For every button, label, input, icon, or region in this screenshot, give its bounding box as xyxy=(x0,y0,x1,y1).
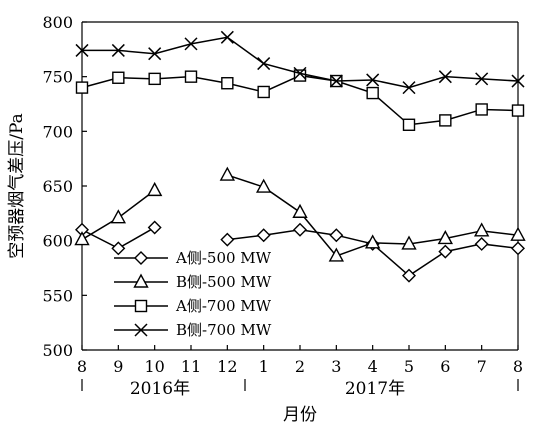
legend-item: B侧-500 MW xyxy=(114,273,272,291)
y-axis-title: 空预器烟气差压/Pa xyxy=(7,113,27,259)
diamond-marker xyxy=(511,241,525,256)
x-marker xyxy=(220,30,234,44)
square-marker xyxy=(257,85,270,99)
series-1 xyxy=(75,220,525,283)
x-ticks: 8 9 10 11 12 1 2 3 4 5 6 7 8 xyxy=(77,345,523,376)
legend-item: A侧-500 MW xyxy=(114,249,272,267)
square-marker xyxy=(134,299,148,313)
square-marker xyxy=(112,71,125,84)
square-marker xyxy=(184,70,198,83)
square-marker xyxy=(511,104,525,117)
triangle-marker xyxy=(219,166,236,181)
y-tick-label: 650 xyxy=(42,177,73,196)
x-tick-label: 12 xyxy=(217,357,237,376)
x-marker xyxy=(184,37,198,51)
x-marker xyxy=(75,43,89,57)
diamond-marker xyxy=(329,228,344,243)
diamond-marker xyxy=(256,228,271,243)
y-tick-label: 500 xyxy=(42,341,73,360)
triangle-marker xyxy=(364,234,381,249)
x-tick-label: 6 xyxy=(440,357,450,376)
diamond-marker xyxy=(402,268,416,283)
diamond-marker xyxy=(293,222,307,237)
y-tick-label: 600 xyxy=(42,232,73,251)
legend-label: B侧-500 MW xyxy=(176,273,272,291)
legend-item: B侧-700 MW xyxy=(114,321,272,339)
y-tick-label: 800 xyxy=(42,13,73,32)
x-tick-label: 11 xyxy=(181,357,201,376)
legend-item: A侧-700 MW xyxy=(114,297,272,315)
y-ticks: 500 550 600 650 700 750 800 xyxy=(42,13,87,360)
year-dividers xyxy=(81,379,519,391)
x-marker xyxy=(475,72,489,86)
square-marker xyxy=(475,103,488,116)
x-marker xyxy=(329,74,343,88)
square-marker xyxy=(75,81,89,94)
y-tick-label: 550 xyxy=(42,286,73,305)
x-tick-label: 10 xyxy=(144,357,164,376)
x-marker xyxy=(402,81,416,95)
triangle-marker xyxy=(510,226,526,241)
y-tick-label: 700 xyxy=(42,122,73,141)
triangle-marker xyxy=(74,231,90,246)
legend: A侧-500 MW B侧-500 MW A侧-700 MW B侧-700 MW xyxy=(114,249,272,339)
x-tick-label: 8 xyxy=(77,357,87,376)
x-axis-title: 月份 xyxy=(283,405,317,425)
x-marker xyxy=(438,70,452,84)
x-tick-label: 4 xyxy=(368,357,378,376)
x-marker xyxy=(134,323,148,337)
legend-label: A侧-700 MW xyxy=(175,297,272,315)
diamond-marker xyxy=(474,236,489,251)
triangle-marker xyxy=(473,222,490,237)
x-tick-label: 3 xyxy=(331,357,341,376)
square-marker xyxy=(366,86,379,100)
legend-label: A侧-500 MW xyxy=(175,249,272,267)
x-tick-label: 2 xyxy=(295,357,305,376)
x-tick-label: 7 xyxy=(477,357,487,376)
square-marker xyxy=(148,72,161,86)
triangle-marker xyxy=(110,209,127,224)
series-2 xyxy=(74,166,526,262)
triangle-marker xyxy=(255,178,272,193)
triangle-marker xyxy=(146,181,163,197)
series-3 xyxy=(75,69,525,131)
x-tick-label: 9 xyxy=(113,357,123,376)
diamond-marker xyxy=(147,220,162,235)
series-4 xyxy=(75,30,525,95)
legend-label: B侧-700 MW xyxy=(176,321,272,339)
year-label-2016: 2016年 xyxy=(130,379,190,399)
square-marker xyxy=(221,77,234,90)
diamond-marker xyxy=(111,241,126,256)
x-tick-label: 8 xyxy=(513,357,523,376)
x-marker xyxy=(148,47,162,61)
x-tick-label: 1 xyxy=(259,357,269,376)
triangle-marker xyxy=(437,230,454,245)
triangle-marker xyxy=(401,235,417,250)
x-marker xyxy=(257,57,271,71)
x-marker xyxy=(366,73,380,87)
square-marker xyxy=(439,114,452,127)
x-marker xyxy=(511,74,525,88)
year-label-2017: 2017年 xyxy=(345,379,405,399)
series-line xyxy=(81,74,519,126)
triangle-marker xyxy=(328,247,345,262)
diamond-marker xyxy=(438,244,453,259)
series-layer xyxy=(74,30,526,283)
square-marker xyxy=(402,118,416,131)
square-marker xyxy=(293,69,307,82)
y-tick-label: 750 xyxy=(42,68,73,87)
x-marker xyxy=(293,66,307,80)
diamond-marker xyxy=(220,232,235,247)
triangle-marker xyxy=(292,203,308,218)
diamond-marker xyxy=(134,251,148,265)
x-marker xyxy=(111,43,125,57)
triangle-marker xyxy=(133,273,149,288)
x-tick-label: 5 xyxy=(404,357,414,376)
